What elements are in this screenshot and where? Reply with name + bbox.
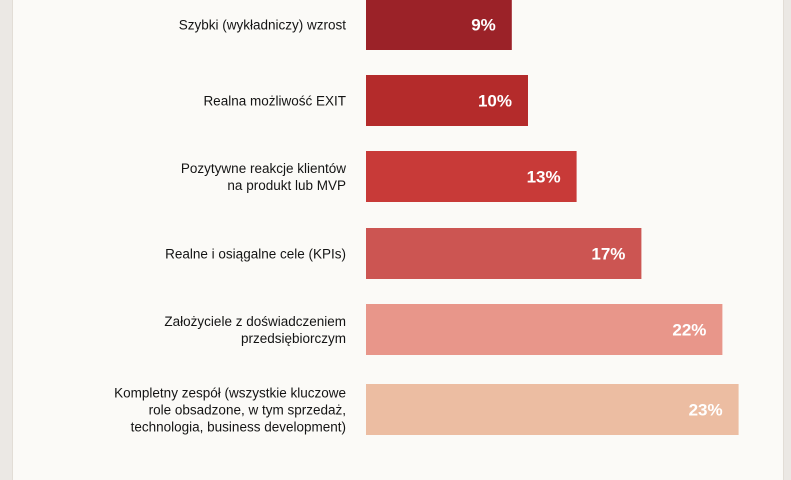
bar-value-label-6: 23% — [689, 401, 723, 420]
bar-value-label-1: 9% — [471, 16, 496, 35]
category-label-line: Realna możliwość EXIT — [203, 94, 346, 109]
bar-2 — [366, 75, 528, 126]
category-label-4: Realne i osiągalne cele (KPIs) — [165, 247, 346, 262]
category-label-line: Realne i osiągalne cele (KPIs) — [165, 247, 346, 262]
bar-value-label-4: 17% — [591, 245, 625, 264]
category-label-5: Założyciele z doświadczeniem przedsiębior… — [164, 314, 346, 346]
category-label-3: Pozytywne reakcje klientów na produkt lub… — [181, 161, 346, 193]
bar-3 — [366, 151, 577, 202]
bar-4 — [366, 228, 642, 279]
category-label-line: role obsadzone, w tym sprzedaż, — [149, 403, 346, 418]
category-label-line: Pozytywne reakcje klientów — [181, 161, 346, 176]
category-label-1: Szybki (wykładniczy) wzrost — [179, 18, 347, 33]
category-label-2: Realna możliwość EXIT — [203, 94, 346, 109]
category-label-line: przedsiębiorczym — [241, 331, 346, 346]
category-label-line: Szybki (wykładniczy) wzrost — [179, 18, 347, 33]
bar-6 — [366, 384, 739, 435]
category-label-line: Kompletny zespół (wszystkie kluczowe — [114, 386, 346, 401]
bar-5 — [366, 304, 723, 355]
category-label-6: Kompletny zespół (wszystkie kluczowe role… — [114, 386, 346, 435]
category-label-line: na produkt lub MVP — [227, 178, 346, 193]
bar-value-label-2: 10% — [478, 92, 512, 111]
category-label-line: Założyciele z doświadczeniem — [164, 314, 346, 329]
bar-1 — [366, 0, 512, 50]
bar-value-label-3: 13% — [527, 168, 561, 187]
bar-value-label-5: 22% — [672, 321, 706, 340]
category-label-line: technologia, business development) — [131, 420, 346, 435]
